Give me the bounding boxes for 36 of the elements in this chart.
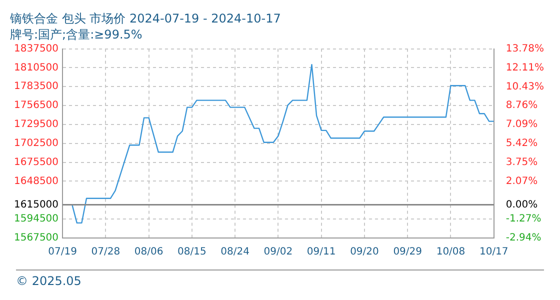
x-tick-label: 07/19: [48, 246, 77, 258]
x-tick-label: 08/15: [178, 246, 206, 258]
text: © 2025.05: [16, 274, 82, 288]
y2-tick-label: 12.11%: [506, 62, 544, 74]
y2-tick-label: 13.78%: [506, 43, 544, 54]
x-tick-label: 08/06: [134, 246, 164, 258]
y-tick-label: 1648500: [14, 176, 59, 187]
y2-tick-label: -1.27%: [506, 214, 542, 225]
x-tick-label: 08/24: [220, 246, 250, 258]
x-tick-label: 09/11: [306, 246, 336, 258]
y2-tick-label: 0.00%: [506, 199, 538, 210]
x-tick-label: 10/17: [479, 246, 508, 258]
y-tick-label: 1594500: [14, 214, 59, 225]
x-tick-label: 09/20: [350, 246, 379, 258]
y2-tick-label: 7.09%: [506, 119, 538, 130]
y-tick-label: 1837500: [14, 43, 59, 54]
y-tick-label: 1675500: [14, 156, 59, 168]
x-tick-label: 09/02: [264, 246, 293, 258]
y-tick-label: 1702500: [14, 138, 59, 149]
chart-title: 镝铁合金 包头 市场价 2024-07-19 - 2024-10-17: [9, 11, 281, 26]
y2-tick-label: 8.76%: [506, 100, 538, 112]
x-tick-label: 09/29: [393, 246, 422, 258]
y-tick-label: 1567500: [14, 232, 59, 244]
chart-subtitle: 牌号:国产;含量:≥99.5%: [10, 28, 142, 42]
y2-tick-label: -2.94%: [506, 232, 542, 244]
y-tick-label: 1810500: [14, 62, 59, 74]
y-tick-label: 1729500: [14, 119, 59, 130]
x-tick-label: 10/08: [436, 246, 466, 258]
y2-tick-label: 2.07%: [506, 176, 538, 187]
y-tick-label: 1783500: [14, 81, 59, 92]
y2-tick-label: 5.42%: [506, 138, 538, 149]
x-tick-label: 07/28: [91, 246, 120, 258]
y2-tick-label: 3.75%: [506, 156, 538, 168]
y-tick-label: 1615000: [14, 199, 59, 210]
y-tick-label: 1756500: [14, 100, 59, 112]
y2-tick-label: 10.43%: [506, 81, 544, 92]
